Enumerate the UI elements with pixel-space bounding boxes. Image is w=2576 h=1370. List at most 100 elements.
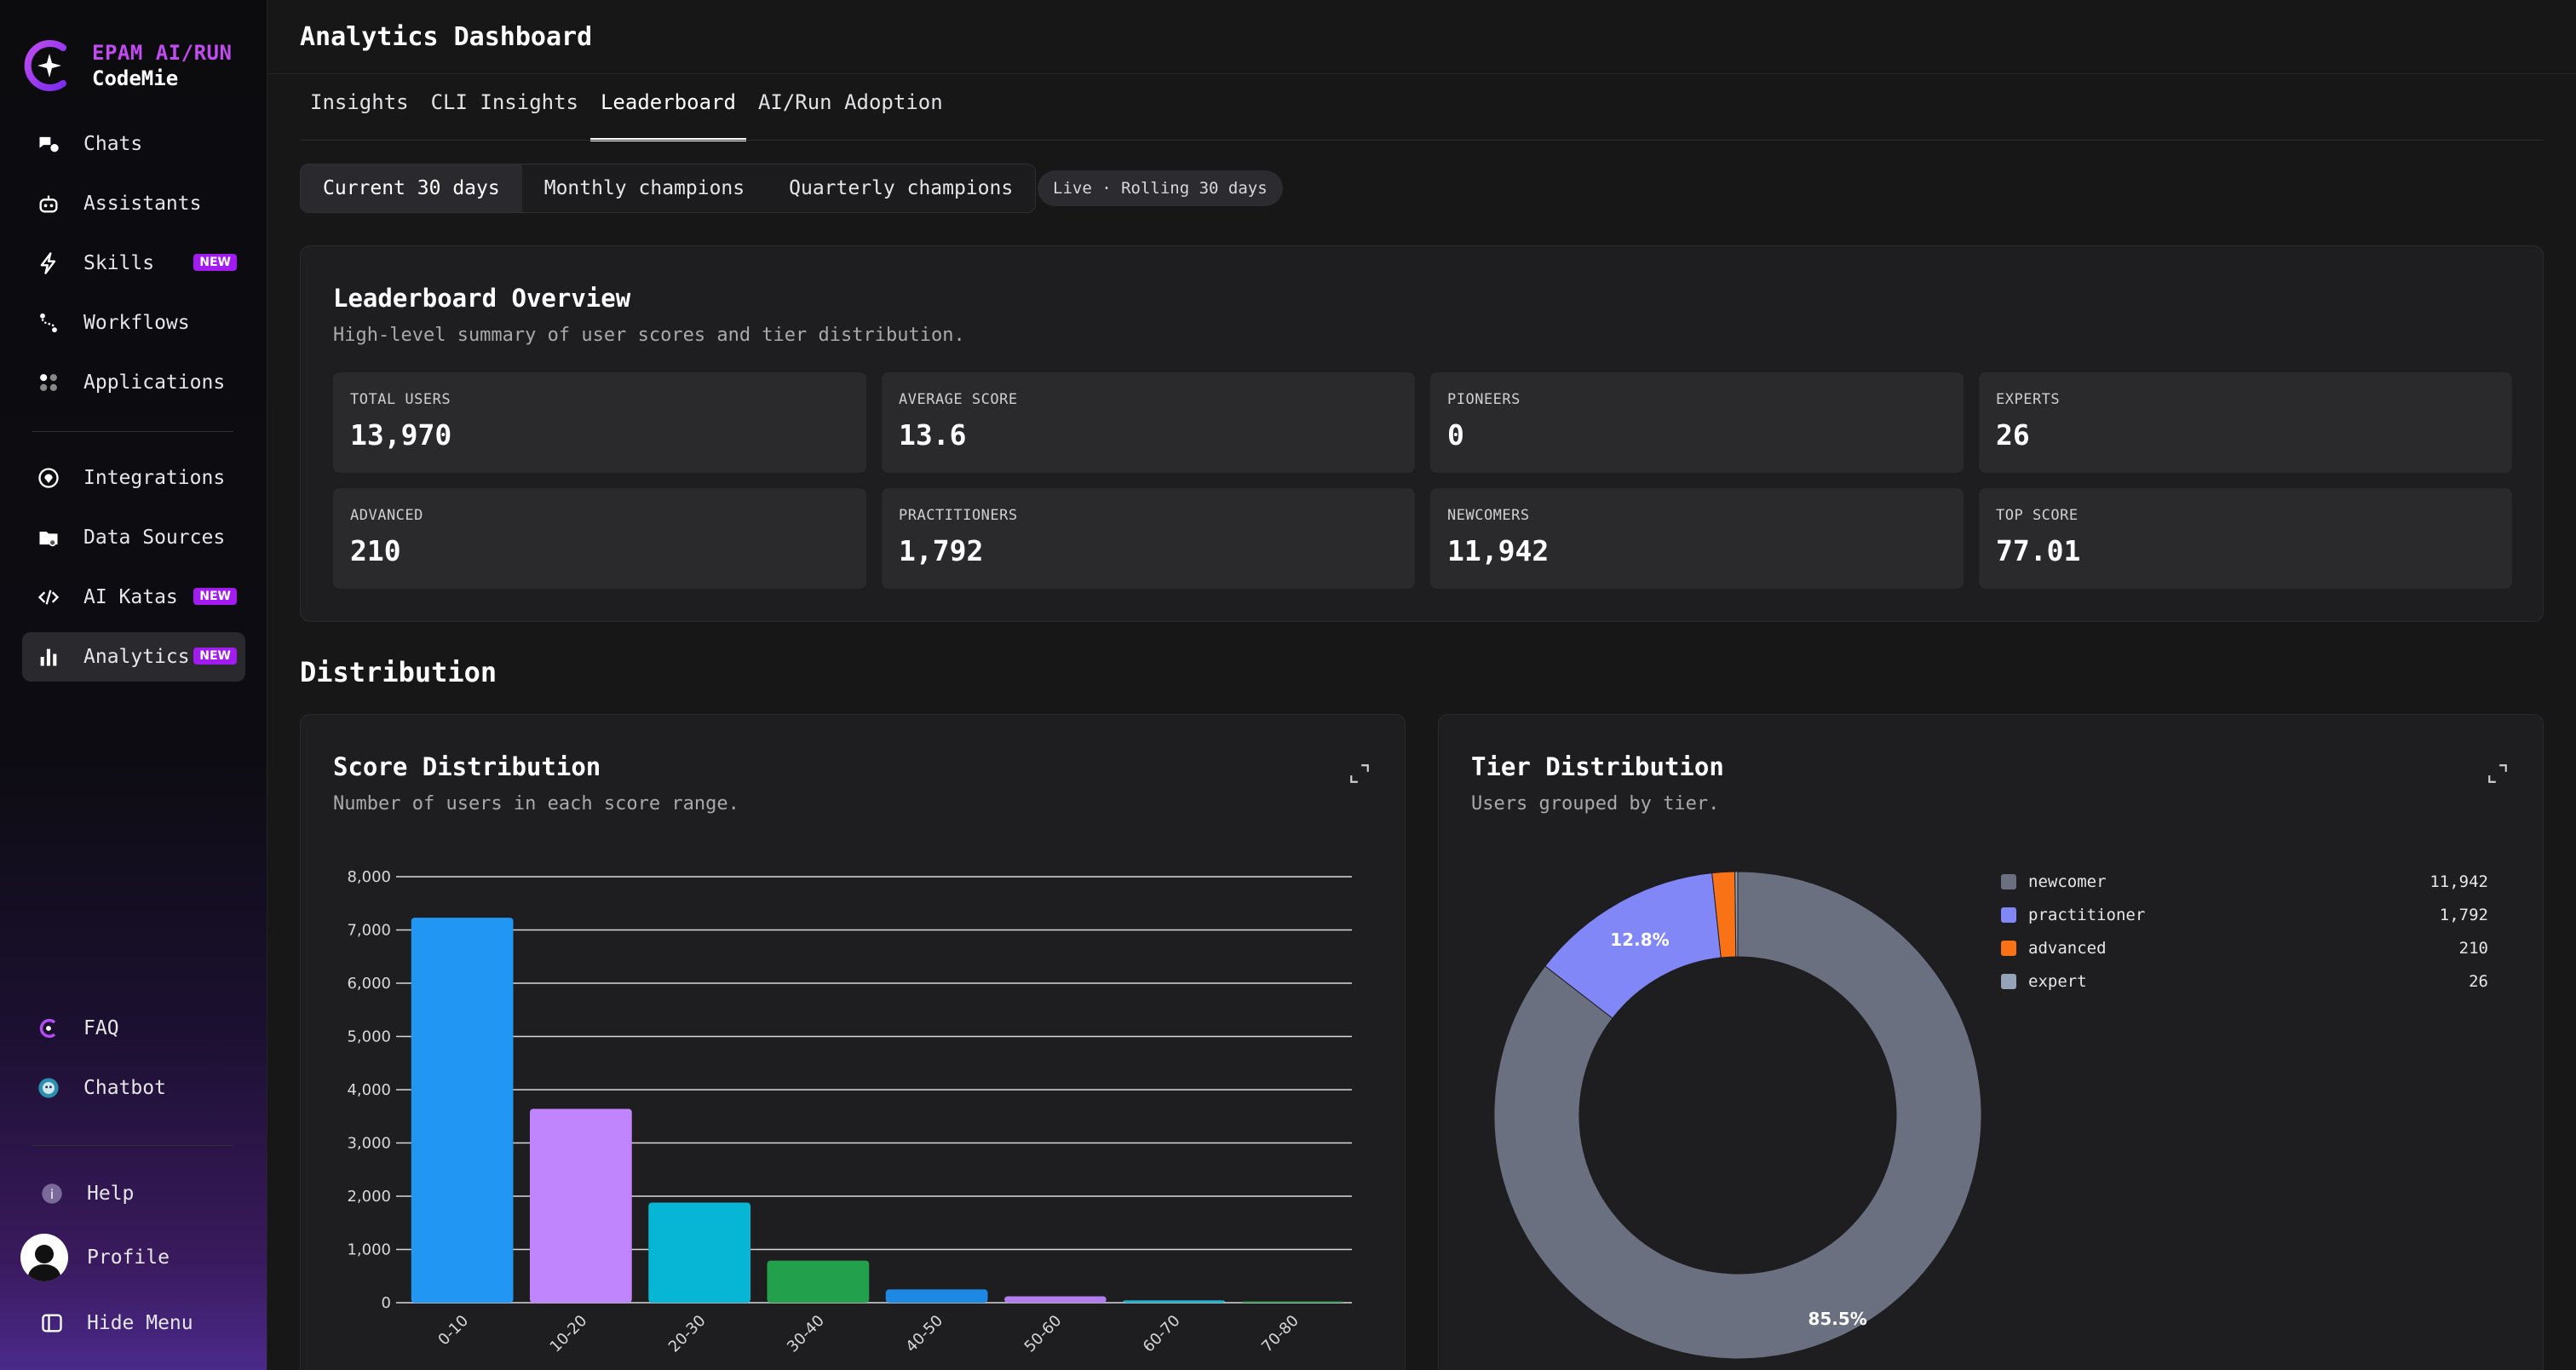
legend-item-advanced[interactable]: advanced 210 [2001, 931, 2488, 964]
legend-item-practitioner[interactable]: practitioner 1,792 [2001, 898, 2488, 931]
robot-icon [36, 191, 61, 216]
expand-icon[interactable] [2487, 763, 2509, 785]
sidebar-item-skills[interactable]: Skills NEW [22, 239, 245, 288]
y-tick-label: 8,000 [347, 868, 391, 886]
legend-swatch [2001, 940, 2016, 956]
tier-distribution-subtitle: Users grouped by tier. [1471, 793, 1720, 815]
help-button[interactable]: i Help [26, 1169, 249, 1218]
new-badge: NEW [193, 254, 237, 271]
help-label: Help [87, 1183, 135, 1205]
hide-menu-label: Hide Menu [87, 1312, 193, 1334]
sidebar-toggle-icon [39, 1310, 65, 1336]
tabs-divider [300, 140, 2544, 141]
apps-icon [36, 370, 61, 395]
score-distribution-card: Score Distribution Number of users in ea… [300, 714, 1406, 1370]
y-tick-label: 5,000 [347, 1028, 391, 1046]
y-tick-label: 4,000 [347, 1081, 391, 1099]
sidebar-item-label: Applications [83, 371, 226, 394]
tab-cli-insights[interactable]: CLI Insights [430, 90, 578, 114]
brand[interactable]: EPAM AI/RUN CodeMie [24, 37, 232, 94]
profile-label: Profile [87, 1246, 170, 1269]
tab-insights[interactable]: Insights [310, 90, 409, 114]
code-icon [36, 584, 61, 610]
sidebar-divider [32, 1145, 233, 1146]
chatbot-icon [36, 1075, 61, 1101]
sidebar-item-label: Chats [83, 133, 143, 155]
legend-value: 11,942 [2429, 872, 2488, 891]
stat-value: 1,792 [899, 534, 984, 567]
tab-ai-run-adoption[interactable]: AI/Run Adoption [757, 90, 943, 114]
sidebar-item-label: Skills [83, 252, 155, 274]
bar-0-10 [411, 918, 514, 1303]
stat-label: AVERAGE SCORE [899, 391, 1018, 408]
stat-experts: EXPERTS 26 [1979, 372, 2512, 473]
bar-10-20 [529, 1108, 632, 1303]
faq-icon [36, 1016, 61, 1041]
bar-70-80 [1241, 1301, 1344, 1303]
x-tick-label: 70-80 [1258, 1312, 1302, 1356]
nav-top: Chats Assistants Skills NEW Workflows Ap… [22, 119, 245, 417]
bar-50-60 [1003, 1296, 1107, 1303]
profile-button[interactable]: Profile [20, 1234, 170, 1281]
sidebar-item-assistants[interactable]: Assistants [22, 179, 245, 228]
sidebar-item-applications[interactable]: Applications [22, 358, 245, 407]
hide-menu-button[interactable]: Hide Menu [26, 1298, 249, 1348]
y-tick-label: 3,000 [347, 1135, 391, 1153]
sidebar-item-faq[interactable]: FAQ [22, 1004, 245, 1053]
period-quarterly-champions[interactable]: Quarterly champions [789, 177, 1014, 199]
nav-mid: Integrations Data Sources AI Katas NEW A… [22, 453, 245, 692]
live-status-badge: Live · Rolling 30 days [1038, 170, 1283, 206]
legend-label: expert [2028, 971, 2087, 991]
brand-name: EPAM AI/RUN [92, 41, 233, 65]
integrations-icon [36, 465, 61, 491]
codemie-logo-icon [24, 40, 66, 91]
sidebar-item-chatbot[interactable]: Chatbot [22, 1063, 245, 1113]
x-tick-label: 60-70 [1140, 1312, 1184, 1356]
period-current-30-days[interactable]: Current 30 days [301, 164, 522, 212]
stat-value: 13.6 [899, 418, 967, 452]
legend-swatch [2001, 873, 2016, 889]
sidebar-item-chats[interactable]: Chats [22, 119, 245, 169]
sidebar-item-data-sources[interactable]: Data Sources [22, 513, 245, 562]
workflow-icon [36, 310, 61, 336]
stat-practitioners: PRACTITIONERS 1,792 [882, 488, 1415, 589]
stat-label: TOTAL USERS [350, 391, 451, 408]
bar-60-70 [1123, 1300, 1226, 1303]
legend-value: 1,792 [2439, 905, 2488, 924]
y-tick-label: 6,000 [347, 975, 391, 993]
sidebar-item-integrations[interactable]: Integrations [22, 453, 245, 503]
stat-value: 11,942 [1447, 534, 1550, 567]
stat-value: 13,970 [350, 418, 452, 452]
sidebar: EPAM AI/RUN CodeMie Chats Assistants Ski… [0, 0, 267, 1370]
legend-item-expert[interactable]: expert 26 [2001, 964, 2488, 998]
sidebar-item-analytics[interactable]: Analytics NEW [22, 632, 245, 682]
tab-leaderboard[interactable]: Leaderboard [589, 89, 746, 141]
sidebar-item-label: FAQ [83, 1017, 119, 1039]
x-tick-label: 50-60 [1021, 1312, 1066, 1356]
sidebar-item-label: Assistants [83, 193, 202, 215]
x-tick-label: 10-20 [547, 1312, 591, 1356]
sidebar-item-ai-katas[interactable]: AI Katas NEW [22, 573, 245, 622]
legend-label: newcomer [2028, 872, 2107, 891]
tier-distribution-title: Tier Distribution [1471, 752, 1724, 781]
sidebar-item-label: Data Sources [83, 527, 226, 549]
y-tick-label: 1,000 [347, 1241, 391, 1259]
info-icon: i [39, 1181, 65, 1206]
expand-icon[interactable] [1348, 763, 1371, 785]
sidebar-divider [32, 431, 233, 432]
stat-advanced: ADVANCED 210 [333, 488, 866, 589]
chat-icon [36, 131, 61, 157]
sidebar-item-workflows[interactable]: Workflows [22, 298, 245, 348]
y-tick-label: 0 [382, 1294, 391, 1312]
new-badge: NEW [193, 588, 237, 605]
sidebar-item-label: Chatbot [83, 1077, 166, 1099]
nav-bottom: FAQ Chatbot [22, 1004, 245, 1123]
legend-item-newcomer[interactable]: newcomer 11,942 [2001, 865, 2488, 898]
bar-chart-icon [36, 644, 61, 670]
tier-distribution-card: Tier Distribution Users grouped by tier.… [1438, 714, 2544, 1370]
main-content: Analytics Dashboard Insights CLI Insight… [267, 0, 2576, 1370]
period-monthly-champions[interactable]: Monthly champions [543, 177, 745, 199]
legend-value: 26 [2469, 971, 2488, 991]
stat-total-users: TOTAL USERS 13,970 [333, 372, 866, 473]
stat-label: ADVANCED [350, 507, 423, 524]
